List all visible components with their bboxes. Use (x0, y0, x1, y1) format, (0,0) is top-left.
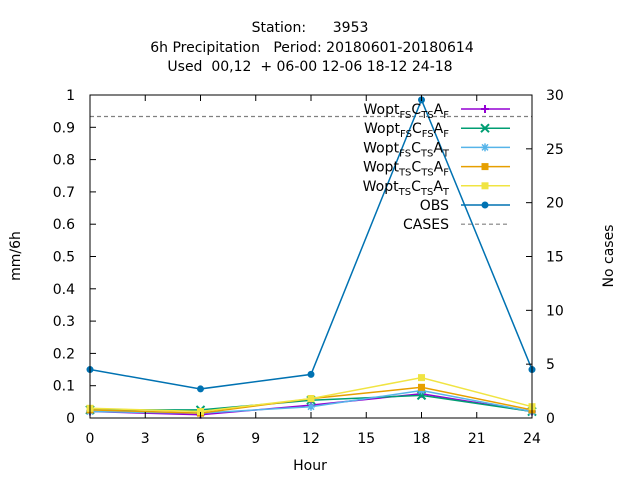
chart-title-line3: Used 00,12 + 06-00 12-06 18-12 24-18 (167, 59, 452, 75)
x-tick-label: 0 (86, 431, 95, 447)
y-tick-label: 0.6 (53, 217, 75, 233)
legend-swatch-marker (480, 123, 490, 133)
series-line-5 (89, 97, 533, 390)
legend-swatch-marker (481, 182, 489, 190)
legend-label: CASES (403, 217, 449, 233)
x-tick-label: 18 (413, 431, 431, 447)
legend-label: WoptTSCTSAT (363, 179, 450, 198)
y-tick-label: 0.8 (53, 153, 75, 169)
x-tick-label: 21 (468, 431, 486, 447)
series-5-point (307, 370, 315, 378)
y2-tick-label: 20 (546, 196, 564, 212)
y-tick-label: 0.2 (53, 346, 75, 362)
y-tick-label: 0.4 (53, 282, 75, 298)
chart-title-line2: 6h Precipitation Period: 20180601-201806… (150, 40, 474, 56)
y-axis: 0 0.1 0.2 0.3 0.4 0.5 0.6 0.7 0.8 0.9 1 (53, 88, 96, 427)
legend-swatch-marker (481, 143, 489, 152)
chart-title-line1: Station: 3953 (252, 20, 369, 36)
y-tick-label: 0.5 (53, 250, 75, 266)
y-tick-label: 0.7 (53, 185, 75, 201)
y-tick-label: 0 (66, 411, 75, 427)
series-2-point (307, 402, 315, 411)
x-axis-label: Hour (293, 458, 327, 474)
y2-axis: 0 5 10 15 20 25 30 (526, 88, 564, 427)
legend-swatch-marker (481, 105, 489, 113)
x-tick-label: 9 (251, 431, 260, 447)
x-tick-label: 24 (523, 431, 541, 447)
y2-tick-label: 15 (546, 250, 564, 266)
legend-label: WoptFSCFSAF (364, 121, 449, 140)
x-tick-label: 3 (141, 431, 150, 447)
y-tick-label: 0.3 (53, 314, 75, 330)
legend-swatch-marker (481, 163, 489, 171)
plot-frame (89, 94, 533, 419)
y2-axis-label: No cases (601, 225, 617, 288)
series-layer (85, 96, 537, 419)
x-tick-label: 15 (357, 431, 375, 447)
legend-label: WoptFSCTSAT (363, 140, 450, 159)
y2-tick-label: 10 (546, 303, 564, 319)
x-tick-label: 12 (302, 431, 320, 447)
x-tick-label: 6 (196, 431, 205, 447)
y-axis-label: mm/6h (8, 231, 24, 281)
series-3-point (418, 383, 425, 391)
legend-label: WoptTSCTSAF (363, 160, 449, 179)
y2-tick-label: 30 (546, 88, 564, 104)
x-axis: 0 3 6 9 12 15 18 21 24 (86, 95, 541, 447)
legend-label: OBS (420, 198, 449, 214)
series-4-point (307, 395, 315, 403)
legend-label: WoptFSCTSAF (364, 102, 450, 121)
legend: WoptFSCTSAFWoptFSCFSAFWoptFSCTSATWoptTSC… (363, 102, 510, 233)
y-tick-label: 1 (66, 88, 75, 104)
y-tick-label: 0.1 (53, 379, 75, 395)
y2-tick-label: 25 (546, 142, 564, 158)
y2-tick-label: 0 (546, 411, 555, 427)
series-5-point (197, 385, 204, 393)
y2-tick-label: 5 (546, 357, 555, 373)
series-4-point (197, 408, 204, 416)
legend-swatch-marker (481, 201, 489, 209)
y-tick-label: 0.9 (53, 120, 75, 136)
series-4-point (418, 374, 425, 382)
